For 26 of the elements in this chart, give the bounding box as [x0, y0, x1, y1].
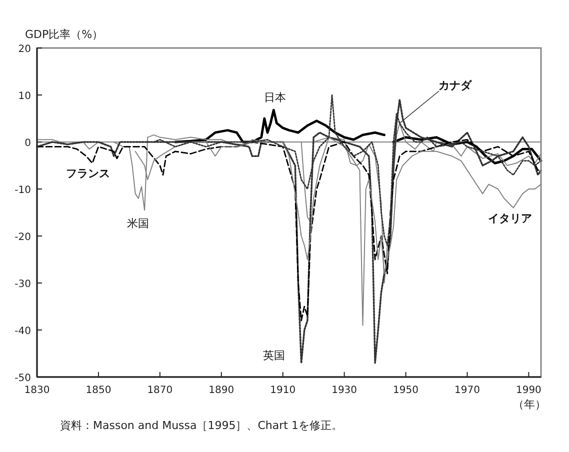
series-label: イタリア: [488, 212, 532, 225]
x-tick-label: 1990: [516, 385, 542, 396]
y-tick-label: 0: [24, 138, 31, 149]
y-axis-title: GDP比率（%）: [25, 28, 104, 41]
y-tick-label: 20: [18, 44, 31, 55]
x-tick-label: 1870: [147, 385, 173, 396]
y-tick-label: -40: [14, 326, 31, 337]
x-tick-label: 1890: [208, 385, 234, 396]
y-tick-label: -10: [14, 185, 31, 196]
y-tick-label: 10: [18, 91, 31, 102]
x-axis-title: （年）: [513, 398, 546, 411]
y-tick-label: -30: [14, 279, 31, 290]
series-label: フランス: [66, 167, 110, 180]
text: 資料：Masson and Mussa［1995］、Chart 1を修正。: [60, 419, 342, 432]
x-tick-label: 1850: [86, 385, 112, 396]
text: カナダ: [438, 79, 472, 92]
y-tick-label: -50: [14, 373, 31, 384]
x-tick-label: 1930: [332, 385, 358, 396]
x-tick-label: 1970: [454, 385, 480, 396]
series-label: 日本: [264, 91, 286, 104]
x-tick-label: 1950: [393, 385, 419, 396]
series-label: 米国: [127, 217, 149, 230]
series-label: 英国: [263, 349, 285, 362]
x-tick-label: 1830: [24, 385, 50, 396]
y-tick-label: -20: [14, 232, 31, 243]
x-tick-label: 1910: [270, 385, 296, 396]
